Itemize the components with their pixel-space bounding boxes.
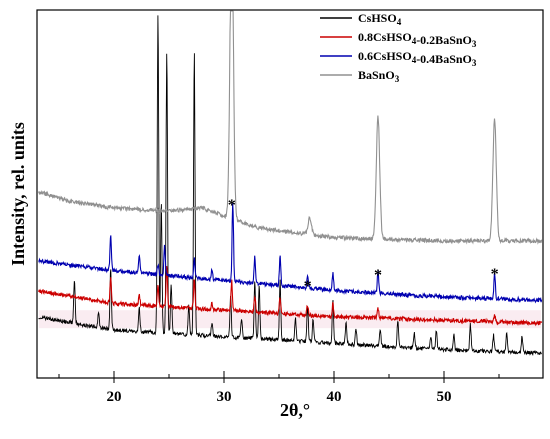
x-tick-label: 40	[327, 389, 342, 405]
series-line	[38, 15, 542, 356]
y-axis-title: Intensity, rel. units	[8, 122, 28, 266]
legend-label: 0.8CsHSO4-0.2BaSnO3	[358, 30, 477, 49]
series-layer	[38, 10, 543, 356]
series-line	[38, 202, 543, 304]
x-axis-title: 2θ,°	[280, 400, 310, 420]
series-line	[38, 265, 543, 327]
x-axis-ticks: 20 30 40 50	[58, 371, 500, 405]
peak-asterisk: *	[491, 266, 499, 283]
annotation-layer: * * * *	[228, 197, 499, 295]
peak-asterisk: *	[304, 278, 312, 295]
legend-label: BaSnO3	[358, 68, 400, 84]
legend-label: CsHSO4	[358, 11, 402, 27]
x-tick-label: 20	[107, 389, 122, 405]
series-line	[38, 10, 543, 245]
x-tick-label: 30	[217, 389, 232, 405]
legend: CsHSO4 0.8CsHSO4-0.2BaSnO30.6CsHSO4-0.4Ba…	[320, 11, 477, 84]
peak-asterisk: *	[374, 267, 382, 284]
x-tick-label: 50	[437, 389, 452, 405]
plot-frame	[36, 9, 544, 379]
peak-asterisk: *	[228, 197, 236, 214]
legend-label: 0.6CsHSO4-0.4BaSnO3	[358, 49, 477, 68]
